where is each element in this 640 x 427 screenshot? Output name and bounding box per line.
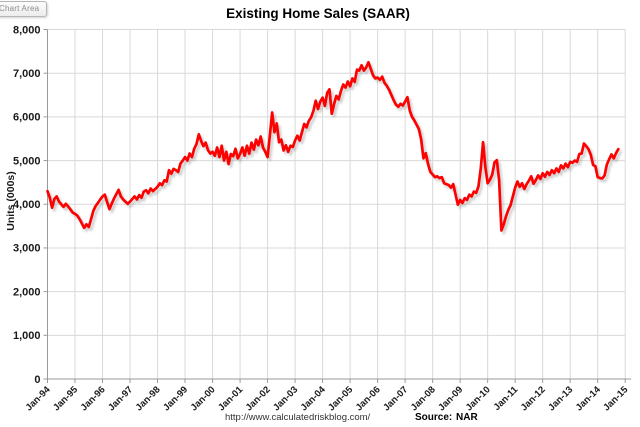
x-tick-label: Jan-00 — [189, 384, 218, 413]
footer-source-label: Source: — [415, 412, 452, 423]
x-tick-label: Jan-97 — [106, 384, 135, 413]
x-tick-label: Jan-07 — [381, 384, 410, 413]
sales-line — [46, 60, 620, 232]
x-tick-label: Jan-94 — [24, 384, 54, 414]
footer-url: http://www.calculatedriskblog.com/ — [225, 412, 371, 423]
x-tick-label: Jan-08 — [409, 384, 438, 413]
y-tick-label: 7,000 — [13, 68, 41, 80]
x-tick-label: Jan-12 — [519, 384, 548, 413]
y-tick-label: 1,000 — [13, 330, 41, 342]
x-tick-label: Jan-09 — [436, 384, 465, 413]
y-tick-label: 2,000 — [13, 286, 41, 298]
x-tick-label: Jan-01 — [216, 384, 246, 414]
x-tick-label: Jan-98 — [134, 384, 163, 413]
chart-title: Existing Home Sales (SAAR) — [226, 6, 410, 21]
x-tick-label: Jan-15 — [601, 384, 631, 414]
chart-area-tooltip-label: Chart Area — [0, 4, 40, 13]
x-tick-label: Jan-14 — [574, 384, 604, 414]
sales-line-shadow — [48, 63, 623, 235]
x-tick-label: Jan-04 — [299, 384, 329, 414]
x-tick-label: Jan-03 — [271, 384, 300, 413]
x-tick-label: Jan-95 — [51, 384, 81, 414]
x-tick-label: Jan-11 — [492, 384, 521, 413]
y-tick-label: 4,000 — [13, 199, 41, 211]
footer-source-value: NAR — [456, 412, 478, 423]
x-tick-labels: Jan-94Jan-95Jan-96Jan-97Jan-98Jan-99Jan-… — [24, 384, 631, 414]
y-tick-label: 6,000 — [13, 112, 41, 124]
y-tick-label: 8,000 — [13, 24, 41, 36]
x-tick-label: Jan-96 — [79, 384, 108, 413]
axes — [43, 29, 632, 383]
x-tick-label: Jan-06 — [354, 384, 383, 413]
y-tick-labels: 0 1,000 2,000 3,000 4,000 5,000 6,000 7,000 8,00… — [13, 24, 41, 386]
y-tick-label: 0 — [34, 374, 40, 386]
y-tick-label: 5,000 — [13, 155, 41, 167]
sales-line-path — [46, 60, 620, 232]
x-tick-label: Jan-13 — [546, 384, 575, 413]
x-tick-label: Jan-02 — [244, 384, 273, 413]
line-shadow — [48, 63, 623, 235]
x-tick-label: Jan-05 — [326, 384, 356, 414]
chart-area-tooltip: Chart Area — [0, 1, 48, 17]
x-tick-label: Jan-99 — [161, 384, 190, 413]
x-tick-label: Jan-10 — [464, 384, 493, 413]
y-tick-label: 3,000 — [13, 243, 41, 255]
y-axis-title: Units (000s) — [5, 171, 17, 231]
